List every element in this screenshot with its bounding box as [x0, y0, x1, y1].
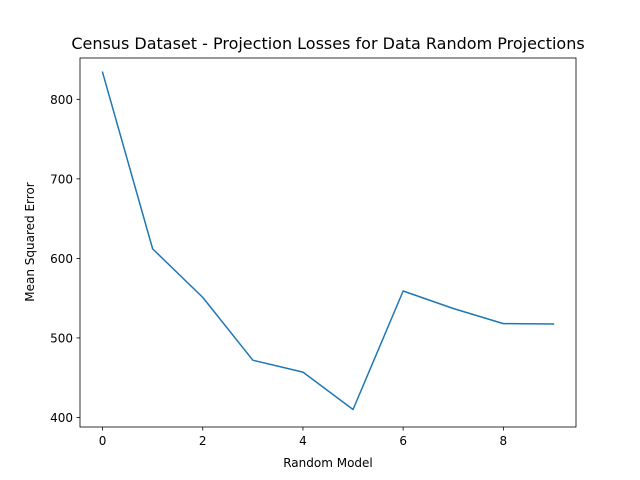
plot-area: 0 2 4 6 8 400 500 600 700 800 — [50, 57, 577, 448]
series-line-0 — [101, 71, 555, 411]
x-tick-label: 2 — [199, 434, 207, 448]
y-tick-label: 500 — [50, 331, 73, 345]
x-tick-label: 8 — [500, 434, 508, 448]
x-tick-label: 4 — [299, 434, 307, 448]
x-axis-label: Random Model — [283, 456, 373, 470]
axes-frame — [79, 57, 577, 428]
chart-title: Census Dataset - Projection Losses for D… — [71, 34, 584, 53]
x-tick-label: 6 — [399, 434, 407, 448]
x-tick-label: 0 — [99, 434, 107, 448]
y-tick-label: 400 — [50, 411, 73, 425]
y-tick-label: 700 — [50, 172, 73, 186]
y-axis-label: Mean Squared Error — [23, 182, 37, 302]
y-tick-label: 800 — [50, 93, 73, 107]
y-tick-label: 600 — [50, 252, 73, 266]
